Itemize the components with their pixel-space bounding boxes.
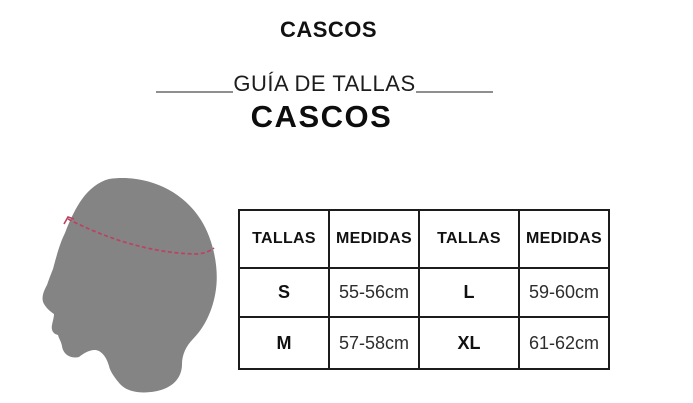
measure-line-arrow-tip: [63, 216, 75, 225]
size-table-row: M 57-58cm XL 61-62cm: [238, 316, 610, 370]
right-rule-line: [415, 91, 493, 93]
size-table: TALLAS MEDIDAS TALLAS MEDIDAS S 55-56cm …: [238, 209, 610, 370]
col-header-tallas-1: TALLAS: [238, 209, 330, 269]
page-title: CASCOS: [279, 17, 378, 42]
col-header-medidas-1: MEDIDAS: [328, 209, 420, 269]
measure-cell-xl: 61-62cm: [518, 316, 610, 370]
size-cell-xl: XL: [418, 316, 520, 370]
size-cell-l: L: [418, 267, 520, 318]
size-guide-heading-text: GUÍA DE TALLAS: [233, 71, 416, 96]
size-guide-subheading: CASCOS: [250, 99, 393, 134]
size-table-row: S 55-56cm L 59-60cm: [238, 267, 610, 318]
col-header-medidas-2: MEDIDAS: [518, 209, 610, 269]
left-rule-line: [156, 91, 234, 93]
size-guide-heading: GUÍA DE TALLAS: [0, 72, 649, 96]
size-cell-s: S: [238, 267, 330, 318]
measure-cell-m: 57-58cm: [328, 316, 420, 370]
head-silhouette-shape: [42, 178, 217, 393]
size-table-header-row: TALLAS MEDIDAS TALLAS MEDIDAS: [238, 209, 610, 269]
col-header-tallas-2: TALLAS: [418, 209, 520, 269]
head-circumference-measure-line: [67, 218, 215, 255]
head-silhouette-image: [42, 178, 217, 393]
measure-cell-s: 55-56cm: [328, 267, 420, 318]
size-cell-m: M: [238, 316, 330, 370]
measure-cell-l: 59-60cm: [518, 267, 610, 318]
